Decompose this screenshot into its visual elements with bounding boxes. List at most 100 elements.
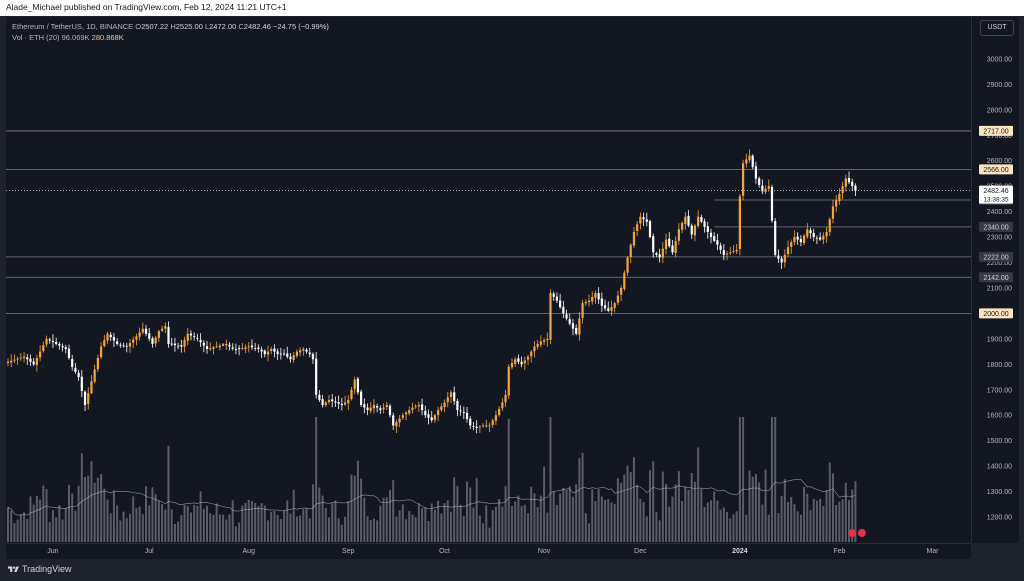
volume-bar	[340, 524, 343, 542]
candle-body	[196, 337, 199, 339]
chart-area[interactable]	[6, 17, 971, 543]
volume-bar	[366, 516, 369, 542]
candle-body	[87, 393, 90, 405]
candle-body	[360, 391, 363, 406]
volume-bar	[655, 512, 658, 542]
volume-bar	[562, 487, 565, 542]
candle-body	[433, 415, 437, 420]
volume-bar	[690, 473, 693, 542]
price-tick-label: 2800.00	[987, 107, 1012, 114]
volume-bar	[324, 507, 327, 542]
publisher-text: Alade_Michael published on TradingView.c…	[6, 2, 287, 12]
volume-bar	[141, 514, 144, 542]
volume-bar	[58, 505, 61, 542]
candle-body	[841, 186, 844, 194]
current-price-label-bg	[979, 185, 1013, 204]
candle-body	[501, 402, 504, 409]
volume-bar	[311, 484, 314, 542]
volume-bar	[164, 509, 167, 542]
candle-body	[716, 240, 719, 245]
volume-bar	[706, 502, 709, 542]
candle-body	[626, 257, 629, 273]
candle-body	[42, 345, 45, 351]
volume-bar	[546, 512, 549, 542]
candle-body	[469, 418, 472, 426]
candle-body	[562, 306, 565, 314]
candle-body	[735, 249, 738, 252]
candle-body	[270, 349, 273, 352]
current-price-label: 2482.46	[983, 188, 1008, 195]
volume-bar	[39, 499, 42, 542]
volume-bar	[170, 509, 173, 542]
volume-bar	[543, 466, 546, 542]
volume-bar	[106, 499, 109, 542]
volume-bar	[758, 482, 761, 542]
candle-body	[607, 308, 610, 311]
volume-bar	[462, 516, 465, 542]
volume-label[interactable]: Vol · ETH (20)	[12, 33, 60, 42]
volume-bar	[446, 500, 449, 542]
time-axis[interactable]	[6, 543, 971, 559]
volume-bar	[571, 496, 574, 542]
candle-body	[401, 415, 404, 418]
candle-body	[613, 303, 616, 308]
candle-body	[462, 412, 465, 413]
candle-body	[655, 253, 658, 255]
candle-body	[437, 410, 440, 416]
volume-bar	[23, 512, 26, 542]
level-label-bg	[979, 164, 1013, 175]
candle-body	[154, 337, 157, 344]
volume-bar	[148, 505, 151, 542]
volume-bar	[167, 445, 170, 542]
candle-body	[648, 221, 652, 238]
candle-body	[453, 392, 456, 402]
candle-body	[552, 293, 555, 297]
candle-body	[340, 403, 343, 406]
volume-bar	[729, 518, 732, 542]
volume-bar	[472, 507, 475, 542]
price-tick-label: 1200.00	[987, 515, 1012, 522]
candle-body	[652, 236, 655, 253]
volume-bar	[299, 515, 302, 542]
candle-body	[504, 394, 507, 403]
volume-bar	[748, 470, 751, 542]
candle-body	[305, 349, 308, 352]
candle-body	[331, 399, 334, 402]
currency-button[interactable]: USDT	[980, 20, 1014, 36]
tradingview-brand: TradingView	[22, 564, 72, 574]
time-tick-label: Jun	[47, 548, 58, 555]
low-label: L	[204, 22, 210, 31]
price-tick-label: 2400.00	[987, 209, 1012, 216]
volume-bar	[793, 504, 796, 542]
volume-bar	[222, 514, 225, 542]
candle-body	[125, 345, 128, 347]
candle-body	[160, 328, 164, 331]
candle-body	[754, 166, 758, 179]
volume-bar	[411, 514, 414, 542]
candle-body	[263, 350, 266, 355]
volume-bar	[48, 521, 51, 542]
event-flag-icon	[848, 529, 857, 537]
candle-body	[260, 349, 263, 352]
candle-body	[273, 348, 276, 352]
volume-bar	[687, 489, 690, 542]
volume-bar	[835, 505, 838, 542]
candle-body	[199, 339, 202, 343]
volume-bar	[533, 493, 536, 542]
volume-bar	[80, 453, 83, 542]
candle-body	[446, 397, 449, 403]
price-tick-label: 2700.00	[987, 133, 1012, 140]
symbol-title[interactable]: Ethereum / TetherUS, 1D, BINANCE	[12, 22, 134, 31]
level-label: 2222.00	[983, 254, 1008, 261]
candle-body	[93, 369, 96, 382]
volume-bar	[527, 513, 530, 542]
candle-body	[703, 221, 706, 227]
price-tick-label: 1800.00	[987, 362, 1012, 369]
candle-body	[103, 340, 106, 347]
candle-body	[144, 328, 148, 334]
volume-bar	[629, 471, 632, 542]
volume-bar	[719, 509, 722, 542]
candle-body	[530, 351, 533, 357]
candle-body	[189, 333, 193, 336]
candle-body	[822, 235, 825, 240]
